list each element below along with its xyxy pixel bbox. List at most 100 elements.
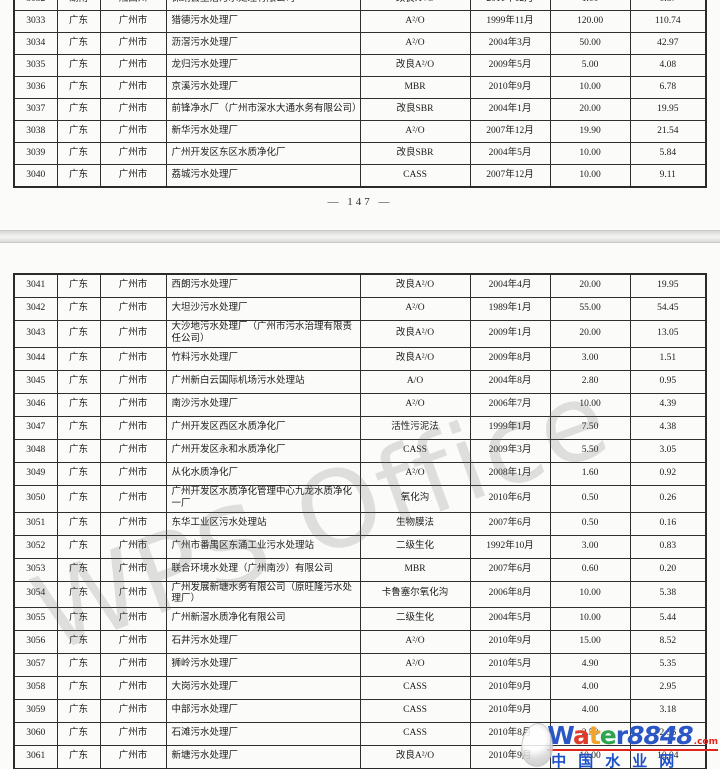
table-cell: 10.00 <box>549 142 631 165</box>
table-row: 3041 广东 广州市 西朗污水处理厂 改良A²/O 2004年4月 20.00 19.95 <box>13 273 707 298</box>
table-cell: 广东 <box>56 164 101 188</box>
table-cell: 氧化沟 <box>359 484 471 513</box>
table-cell: 猎德污水处理厂 <box>165 10 361 33</box>
table-cell: 110.74 <box>629 10 707 33</box>
table-cell: 5.84 <box>629 142 707 165</box>
table-row: 3050 广东 广州市 广州开发区水质净化管理中心九龙水质净化一厂 氧化沟 2010年6月… <box>13 484 707 513</box>
table-cell: 荔城污水处理厂 <box>165 164 361 188</box>
table-cell: 广州市 <box>99 54 167 77</box>
table-cell: 1.60 <box>549 461 631 486</box>
logo-subtitle: 中国水业网 <box>551 751 687 769</box>
table-cell: 0.50 <box>549 484 631 513</box>
table-cell: 东华工业区污水处理站 <box>165 511 361 536</box>
wastewater-plant-table-page-148: 3041 广东 广州市 西朗污水处理厂 改良A²/O 2004年4月 20.00 19.95 3… <box>13 273 707 769</box>
table-cell: 广州发展新塘水务有限公司（原旺隆污水处理厂） <box>165 580 361 609</box>
table-cell: 3.05 <box>629 438 707 463</box>
table-cell: 3055 <box>13 607 58 632</box>
table-cell: CASS <box>359 722 471 747</box>
table-cell: 4.00 <box>549 699 631 724</box>
table-cell: 广东 <box>56 745 101 769</box>
table-row: 3034 广东 广州市 沥滘污水处理厂 A²/O 2004年3月 50.00 42.97 <box>13 32 707 55</box>
table-row: 3048 广东 广州市 广州开发区永和水质净化厂 CASS 2009年3月 5.50 3.05 <box>13 438 707 463</box>
table-cell: 4.08 <box>629 54 707 77</box>
table-cell: 广东 <box>56 653 101 678</box>
table-cell: 5.35 <box>629 653 707 678</box>
table-cell: 2007年12月 <box>469 164 551 188</box>
table-cell: 2.80 <box>549 369 631 394</box>
logo-number: 8848 <box>627 720 694 750</box>
table-cell: 大坦沙污水处理厂 <box>165 297 361 321</box>
table-cell: 广州市 <box>99 32 167 55</box>
table-cell: 广州市 <box>99 630 167 655</box>
table-cell: 广东 <box>56 607 101 632</box>
table-row: 3051 广东 广州市 东华工业区污水处理站 生物膜法 2007年6月 0.50 0.16 <box>13 511 707 536</box>
table-cell: 广东 <box>56 438 101 463</box>
table-cell: A²/O <box>359 653 471 678</box>
table-cell: 1992年10月 <box>469 534 551 559</box>
table-cell: 3057 <box>13 653 58 678</box>
table-cell: CASS <box>359 164 471 188</box>
table-cell: 广州市 <box>99 676 167 701</box>
table-cell: CASS <box>359 676 471 701</box>
table-cell: 3053 <box>13 557 58 582</box>
table-cell: 改良A²/O <box>359 54 471 77</box>
table-cell: 联合环境水处理（广州南沙）有限公司 <box>165 557 361 582</box>
table-cell: 10.00 <box>549 392 631 417</box>
table-cell: MBR <box>359 557 471 582</box>
table-cell: 广州市 <box>99 120 167 143</box>
table-row: 3058 广东 广州市 大岗污水处理厂 CASS 2010年9月 4.00 2.95 <box>13 676 707 701</box>
table-cell: 4.90 <box>549 653 631 678</box>
table-cell: 3052 <box>13 534 58 559</box>
water8848-logo[interactable]: Water8848.com 中国水业网 <box>521 723 720 769</box>
mascot-graphic <box>521 723 554 767</box>
table-cell: A/O <box>359 369 471 394</box>
table-cell: 3045 <box>13 369 58 394</box>
table-cell: 广东 <box>56 273 101 298</box>
table-cell: 42.97 <box>629 32 707 55</box>
table-cell: 广州市 <box>99 580 167 609</box>
table-cell: 广州市 <box>99 557 167 582</box>
table-cell: 广东 <box>56 142 101 165</box>
table-row: 3033 广东 广州市 猎德污水处理厂 A²/O 1999年11月 120.00 110.74 <box>13 10 707 33</box>
table-cell: 9.11 <box>629 164 707 188</box>
table-cell: 10.00 <box>549 607 631 632</box>
table-cell: 1999年1月 <box>469 415 551 440</box>
table-cell: 广州市 <box>99 164 167 188</box>
table-cell: 广东 <box>56 10 101 33</box>
table-cell: 13.05 <box>629 320 707 348</box>
table-row: 3056 广东 广州市 石井污水处理厂 A²/O 2010年9月 15.00 8.52 <box>13 630 707 655</box>
table-row: 3035 广东 广州市 龙归污水处理厂 改良A²/O 2009年5月 5.00 4.08 <box>13 54 707 77</box>
table-cell: 10.04 <box>629 745 707 769</box>
table-cell: A²/O <box>359 10 471 33</box>
logo-text-block: Water8848.com 中国水业网 <box>547 723 720 769</box>
table-cell: 广东 <box>56 320 101 348</box>
page-147: 3032湖南湘西州保靖县生活污水处理有限公司改良A²/O2011年12月1.00… <box>0 0 720 230</box>
table-row: 3052 广东 广州市 广州市番禺区东涌工业污水处理站 二级生化 1992年10月 3.00… <box>13 534 707 559</box>
table-cell: 广东 <box>56 32 101 55</box>
table-cell: 3050 <box>13 484 58 513</box>
table-cell: 2004年8月 <box>469 369 551 394</box>
logo-letter: a <box>572 720 590 750</box>
table-cell: 15.00 <box>549 630 631 655</box>
table-cell: A²/O <box>359 32 471 55</box>
table-cell: 3043 <box>13 320 58 348</box>
table-row: 3032湖南湘西州保靖县生活污水处理有限公司改良A²/O2011年12月1.00… <box>13 0 707 11</box>
table-cell: 2.95 <box>629 676 707 701</box>
table-cell: 0.95 <box>629 369 707 394</box>
table-cell: 0.50 <box>549 511 631 536</box>
table-row: 3057 广东 广州市 狮岭污水处理厂 A²/O 2010年5月 4.90 5.35 <box>13 653 707 678</box>
table-cell: 3038 <box>13 120 58 143</box>
table-cell: 50.00 <box>549 32 631 55</box>
table-cell: 2011年12月 <box>469 0 551 11</box>
table-cell: 20.00 <box>549 98 631 121</box>
table-cell: 改良SBR <box>359 142 471 165</box>
table-cell: 二级生化 <box>359 607 471 632</box>
table-cell: 广东 <box>56 722 101 747</box>
table-cell: 改良A²/O <box>359 0 471 11</box>
table-cell: 2010年5月 <box>469 653 551 678</box>
table-cell: 广州市 <box>99 511 167 536</box>
table-cell: 2004年5月 <box>469 607 551 632</box>
table-row: 3049 广东 广州市 从化水质净化厂 A²/O 2008年1月 1.60 0.92 <box>13 461 707 486</box>
logo-letter: r <box>615 720 628 750</box>
table-cell: 3047 <box>13 415 58 440</box>
